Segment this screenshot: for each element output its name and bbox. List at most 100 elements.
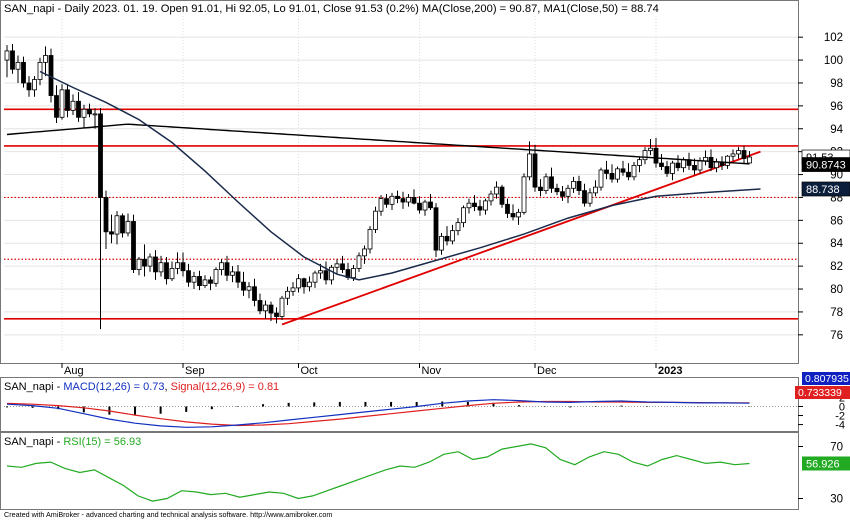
candle (175, 252, 180, 275)
candle (422, 199, 428, 216)
support-resistance-lines (4, 108, 798, 326)
candle (417, 196, 422, 214)
price-y-axis: 767880828486889092949698100102 (798, 32, 844, 342)
candle (246, 282, 252, 299)
candle (741, 145, 747, 164)
candle (554, 183, 560, 196)
candle (373, 206, 378, 233)
price-panel-frame (0, 0, 799, 364)
candle-body (620, 168, 626, 173)
candle-body (422, 201, 428, 211)
candle-body (279, 297, 285, 317)
candle (472, 195, 477, 212)
candle-body (125, 221, 131, 234)
candle-body (373, 210, 378, 230)
candle (670, 160, 675, 181)
candle-body (246, 286, 252, 291)
candle (560, 186, 565, 201)
candle-body (642, 150, 648, 161)
signal-tag: 0.733339 (798, 387, 842, 399)
candle-body (736, 150, 741, 155)
rsi-tick-label: 30 (830, 494, 843, 506)
candle (455, 218, 461, 236)
candle (582, 183, 587, 207)
candle (505, 198, 510, 219)
candle-body (4, 50, 10, 61)
candle-body (505, 203, 510, 214)
date-tick-label: Nov (422, 365, 442, 377)
ma200-line (6, 123, 750, 165)
candle (329, 264, 334, 285)
ma200-tag-box (801, 157, 850, 172)
candle-body (604, 169, 609, 174)
candle-body (285, 290, 290, 299)
candle (521, 173, 527, 215)
candle-body (131, 221, 136, 270)
candle (103, 190, 109, 249)
candle (268, 301, 274, 322)
candle (510, 204, 516, 221)
candle-body (153, 256, 158, 273)
candle-body (466, 202, 472, 209)
price-tick-label: 76 (830, 330, 843, 342)
candle (180, 252, 186, 277)
candle (642, 147, 648, 165)
candle-body (510, 213, 516, 218)
candle-body (109, 231, 114, 235)
candle (158, 255, 164, 277)
candle-body (609, 173, 615, 180)
candle-body (230, 271, 235, 276)
candle-body (565, 187, 571, 197)
candle (543, 173, 549, 195)
candle-body (593, 186, 598, 194)
candle-body (268, 304, 274, 314)
candle (461, 205, 466, 228)
candle-body (692, 164, 697, 171)
candle (532, 144, 538, 192)
candle-body (263, 304, 268, 312)
price-tick-label: 80 (830, 284, 843, 296)
candle (609, 164, 615, 183)
candle-body (549, 176, 554, 189)
date-tick-label: Oct (301, 365, 318, 377)
candle (527, 141, 532, 181)
rsi-line (6, 443, 750, 502)
candle-body (65, 89, 70, 111)
candle (488, 190, 494, 206)
candle (10, 44, 15, 74)
rsi-tag: 56.926 (806, 458, 840, 470)
candle (296, 274, 301, 293)
price-tick-label: 82 (830, 261, 843, 273)
candle (620, 160, 626, 176)
candle (307, 276, 312, 292)
candle-body (433, 207, 439, 251)
price-tick-label: 100 (824, 55, 843, 67)
candle (136, 256, 142, 276)
candle (87, 103, 92, 118)
candle (367, 226, 373, 254)
candle (153, 250, 158, 280)
candle (439, 232, 444, 255)
candle-body (186, 270, 191, 283)
candle-body (142, 258, 147, 267)
candle (356, 252, 362, 272)
candle (587, 188, 593, 207)
candle-body (730, 153, 736, 157)
candle (230, 266, 235, 283)
footer-credit: Created with AmiBroker - advanced charti… (4, 510, 332, 519)
candle (378, 195, 384, 216)
candle-body (21, 61, 26, 84)
candle (219, 259, 224, 276)
candle (450, 224, 455, 245)
candle-body (378, 198, 384, 212)
candle (59, 84, 65, 120)
candle (81, 104, 87, 128)
date-tick-label: Aug (64, 365, 84, 377)
candle (483, 198, 488, 215)
candle-body (296, 278, 301, 289)
price-tick-label: 84 (830, 238, 843, 250)
candle (395, 190, 400, 204)
candle (257, 293, 263, 315)
candle-body (356, 255, 362, 269)
